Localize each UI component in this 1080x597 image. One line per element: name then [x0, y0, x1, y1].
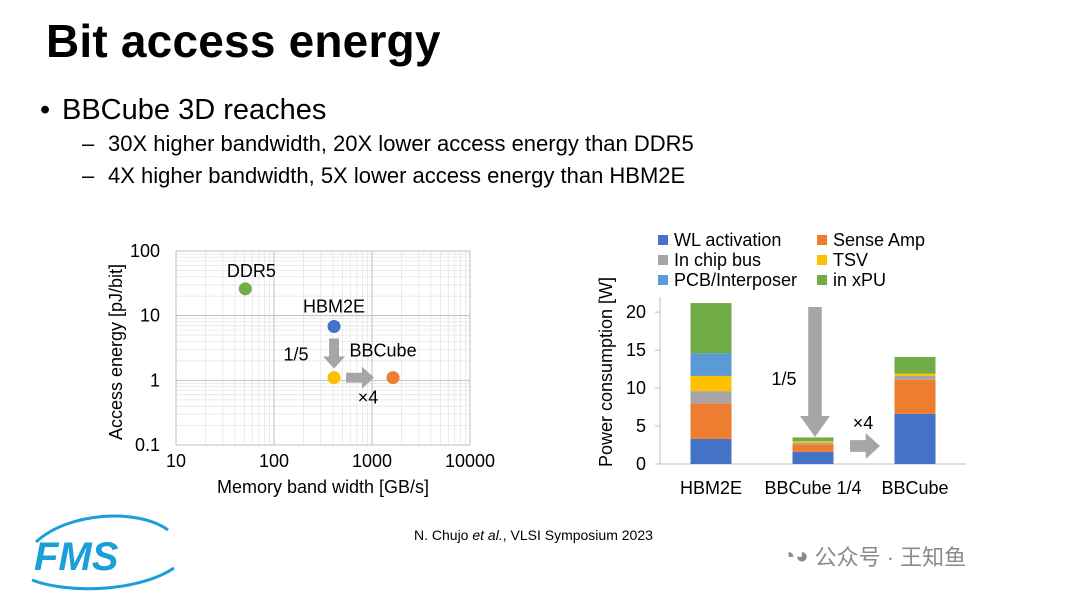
wechat-icon: ◔◕ — [782, 543, 809, 568]
citation-prefix: N. Chujo — [414, 527, 473, 543]
legend-swatch — [658, 275, 668, 285]
bullet-list: • BBCube 3D reaches –30X higher bandwidth… — [40, 92, 694, 192]
y-axis-label: Power consumption [W] — [596, 277, 616, 467]
x-axis-label: Memory band width [GB/s] — [217, 477, 429, 497]
point-label: BBCube — [350, 341, 417, 361]
x-tick-label: 10 — [166, 451, 186, 471]
right-arrow — [346, 366, 375, 389]
bar-segment — [792, 444, 834, 452]
logo-text: FMS — [34, 535, 119, 579]
down-arrow — [323, 338, 346, 369]
point-label: HBM2E — [303, 296, 365, 316]
y-tick-label: 15 — [626, 340, 646, 360]
bullet-main-text: BBCube 3D reaches — [62, 94, 327, 126]
y-tick-label: 5 — [636, 416, 646, 436]
x-tick-label: 1000 — [352, 451, 392, 471]
bar-segment — [894, 373, 936, 376]
fms-logo: FMS — [28, 502, 178, 597]
legend-label: In chip bus — [674, 250, 761, 270]
bar-segment — [690, 403, 732, 439]
slide-title: Bit access energy — [46, 15, 441, 67]
watermark: ◔◕ 公众号 · 王知鱼 — [782, 540, 966, 572]
bar-segment — [690, 391, 732, 404]
bar-segment — [894, 356, 936, 374]
legend-label: PCB/Interposer — [674, 270, 797, 290]
y-tick-label: 0.1 — [135, 435, 160, 455]
point-label: DDR5 — [227, 261, 276, 281]
legend-label: WL activation — [674, 230, 781, 250]
down-arrow — [800, 307, 830, 437]
annotation-label: 1/5 — [284, 344, 309, 364]
scatter-chart: 10 100 1000 10000 100 10 1 0.1 Memory band width… — [106, 241, 495, 497]
x-tick-label: 100 — [259, 451, 289, 471]
x-category-label: BBCube — [881, 478, 948, 498]
y-tick-label: 20 — [626, 302, 646, 322]
sub-bullet-2: –4X higher bandwidth, 5X lower access en… — [82, 163, 686, 188]
sub-bullet-1: –30X higher bandwidth, 20X lower access … — [82, 131, 694, 156]
bar-segment — [690, 438, 732, 464]
legend-label: Sense Amp — [833, 230, 925, 250]
data-point — [386, 371, 400, 385]
data-point — [327, 371, 341, 385]
bar-segment — [792, 437, 834, 442]
watermark-text: 公众号 · 王知鱼 — [814, 545, 967, 570]
plot-frame — [175, 250, 471, 446]
sub-bullet-2-text: 4X higher bandwidth, 5X lower access ene… — [108, 163, 686, 188]
citation-italic: et al. — [472, 527, 503, 543]
annotation-label: ×4 — [358, 388, 379, 408]
legend-swatch — [817, 275, 827, 285]
legend-swatch — [658, 235, 668, 245]
bar-segment — [792, 441, 834, 443]
citation: N. Chujo et al., VLSI Symposium 2023 — [414, 527, 653, 543]
y-tick-label: 100 — [130, 241, 160, 261]
x-tick-label: 10000 — [445, 451, 495, 471]
sub-bullet-1-text: 30X higher bandwidth, 20X lower access e… — [108, 131, 694, 156]
bar-segment — [690, 353, 732, 376]
y-axis-label: Access energy [pJ/bit] — [106, 264, 126, 440]
legend-swatch — [817, 235, 827, 245]
y-tick-label: 10 — [140, 306, 160, 326]
annotation-label: 1/5 — [771, 369, 796, 389]
bar-segment — [894, 379, 936, 414]
legend-swatch — [817, 255, 827, 265]
bar-segment — [894, 413, 936, 464]
annotation-label: ×4 — [853, 413, 874, 433]
bar-segment — [894, 375, 936, 380]
data-point — [327, 319, 341, 333]
y-tick-label: 1 — [150, 370, 160, 390]
bullet-main: • BBCube 3D reaches — [40, 94, 327, 126]
stacked-bar-chart: 0 5 10 15 20 Power consumption [W] HBM2E BBCube… — [596, 230, 966, 498]
bar-segment — [792, 442, 834, 445]
citation-suffix: , VLSI Symposium 2023 — [502, 527, 653, 543]
legend-label: TSV — [833, 250, 868, 270]
y-tick-label: 10 — [626, 378, 646, 398]
legend-label: in xPU — [833, 270, 886, 290]
legend-swatch — [658, 255, 668, 265]
right-arrow — [850, 433, 880, 459]
bar-segment — [690, 303, 732, 354]
x-category-label: BBCube 1/4 — [764, 478, 861, 498]
y-tick-label: 0 — [636, 454, 646, 474]
x-category-label: HBM2E — [680, 478, 742, 498]
data-point — [238, 282, 252, 296]
bar-segment — [792, 451, 834, 464]
bar-segment — [690, 375, 732, 392]
